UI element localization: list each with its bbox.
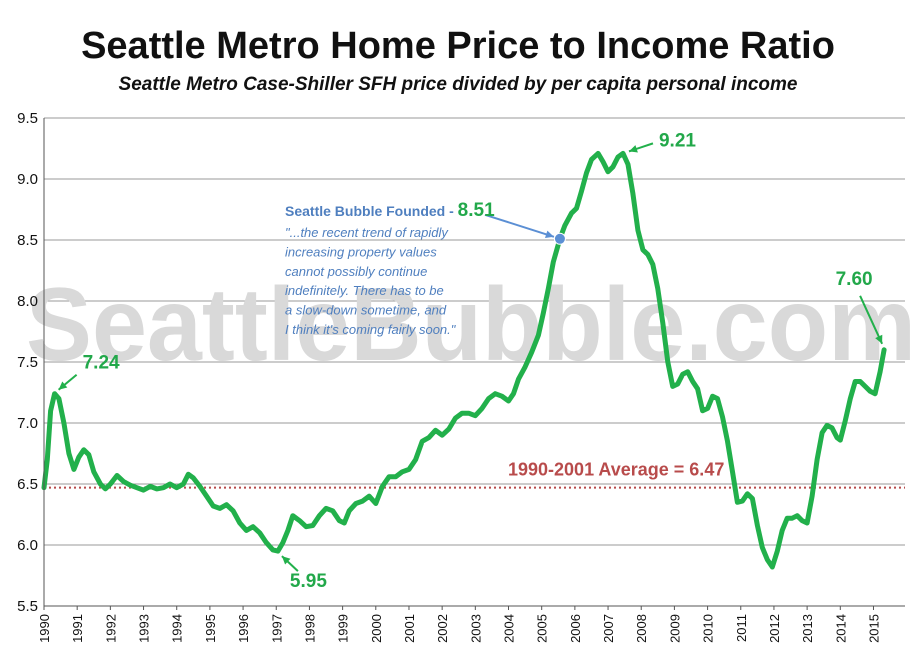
x-tick-label: 2011 (734, 614, 749, 642)
x-tick-label: 1995 (203, 614, 218, 643)
annotation-layer: 7.24 5.95 9.21 7.60 (57, 130, 884, 592)
y-tick-label: 8.0 (17, 293, 38, 310)
x-tick-label: 2013 (800, 614, 815, 643)
x-tick-label: 2015 (866, 614, 881, 643)
y-tick-label: 7.0 (17, 415, 38, 432)
x-tick-label: 2001 (402, 614, 417, 643)
x-tick-label: 1991 (70, 614, 85, 643)
x-tick-label: 1994 (170, 614, 185, 643)
bubble-note-heading: Seattle Bubble Founded - 8.51 (285, 200, 495, 221)
x-tick-label: 1993 (137, 614, 152, 643)
y-tick-label: 6.5 (17, 476, 38, 493)
x-tick-label: 2004 (502, 614, 517, 643)
callout-label: 7.60 (836, 269, 873, 290)
gridlines (44, 117, 905, 607)
bubble-note-value: 8.51 (458, 200, 495, 221)
x-tick-label: 2014 (833, 614, 848, 643)
average-label: 1990-2001 Average = 6.47 (508, 460, 724, 480)
quote-line: a slow-down sometime, and (285, 303, 447, 318)
x-tick-label: 1990 (37, 614, 52, 643)
series-layer (41, 150, 887, 570)
x-tick-label: 1998 (302, 614, 317, 643)
callout-label: 5.95 (290, 571, 327, 592)
callout-arrow-head (58, 381, 68, 390)
x-tick-labels: 1990 1991 1992 1993 1994 1995 1996 1997 1998 1999… (37, 614, 881, 643)
callout-label: 7.24 (83, 353, 120, 374)
quote-line: increasing property values (285, 244, 437, 259)
x-tick-label: 1996 (236, 614, 251, 643)
y-tick-label: 7.5 (17, 354, 38, 371)
x-tick-label: 1997 (269, 614, 284, 643)
quote-line: indefinitely. There has to be (285, 283, 444, 298)
callout-arrow-head (875, 334, 883, 344)
y-tick-label: 8.5 (17, 232, 38, 249)
chart-subtitle: Seattle Metro Case-Shiller SFH price div… (119, 74, 798, 95)
callout-arrow (859, 295, 884, 345)
x-tick-label: 2000 (369, 614, 384, 643)
x-tick-label: 1992 (103, 614, 118, 643)
watermark: SeattleBubble.com (26, 267, 915, 383)
x-tick-label: 2005 (535, 614, 550, 643)
bubble-founded-marker (553, 232, 566, 245)
bubble-arrow (484, 213, 555, 238)
quote-line: "...the recent trend of rapidly (285, 225, 449, 240)
x-tick-label: 2012 (767, 614, 782, 643)
bubble-arrow-head (545, 230, 554, 238)
callout-label: 9.21 (659, 130, 696, 151)
chart-title: Seattle Metro Home Price to Income Ratio (81, 25, 835, 67)
series-line-0 (41, 150, 887, 570)
quote-line: cannot possibly continue (285, 264, 427, 279)
bubble-note: Seattle Bubble Founded - 8.51 "...the re… (285, 200, 495, 337)
axes (43, 118, 905, 610)
x-tick-label: 1999 (336, 614, 351, 643)
y-tick-label: 6.0 (17, 537, 38, 554)
y-tick-label: 5.5 (17, 598, 38, 615)
callout-arrow-head (281, 556, 291, 565)
callout-arrow-head (629, 145, 638, 153)
y-tick-label: 9.5 (17, 110, 38, 127)
bubble-note-heading-text: Seattle Bubble Founded - (285, 203, 458, 219)
x-tick-label: 2010 (701, 614, 716, 643)
bubble-note-quote: "...the recent trend of rapidly increasin… (285, 225, 457, 337)
y-tick-labels: 5.5 6.0 6.5 7.0 7.5 8.0 8.5 9.0 9.5 (17, 110, 38, 615)
quote-line: I think it's coming fairly soon." (285, 322, 457, 337)
x-tick-label: 2002 (435, 614, 450, 643)
x-tick-label: 2003 (468, 614, 483, 643)
x-tick-label: 2009 (667, 614, 682, 643)
x-tick-label: 2006 (568, 614, 583, 643)
x-tick-label: 2008 (634, 614, 649, 643)
average-layer: 1990-2001 Average = 6.47 (44, 460, 905, 489)
x-tick-label: 2007 (601, 614, 616, 643)
y-tick-label: 9.0 (17, 171, 38, 188)
